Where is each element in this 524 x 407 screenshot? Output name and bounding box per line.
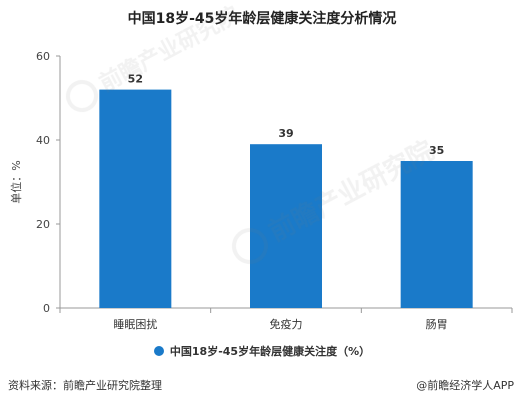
y-tick-label: 20 [36,218,50,231]
x-tick-label: 睡眠困扰 [113,317,157,331]
y-tick-label: 60 [36,50,50,63]
y-axis-title: 单位：% [9,160,23,203]
x-tick-label: 肠胃 [426,318,448,331]
data-label: 52 [128,73,143,86]
data-label: 35 [429,144,444,157]
bar [400,161,473,308]
bar [250,144,322,308]
labels: 52 睡眠困扰 39 免疫力 35 肠胃 [113,73,447,331]
y-tick-label: 40 [36,134,50,147]
y-tick-label: 0 [43,302,50,315]
chart-title: 中国18岁-45岁年龄层健康关注度分析情况 [127,11,397,27]
legend-swatch-icon [153,346,164,356]
x-tick-label: 免疫力 [270,317,303,331]
legend: 中国18岁-45岁年龄层健康关注度（%） [0,343,524,359]
footer-source: 资料来源：前瞻产业研究院整理 [8,379,162,392]
bar [99,89,172,308]
legend-label: 中国18岁-45岁年龄层健康关注度（%） [169,345,371,358]
data-label: 39 [278,127,293,140]
footer-brand: @前瞻经济学人APP [416,379,514,392]
bars [99,89,473,308]
